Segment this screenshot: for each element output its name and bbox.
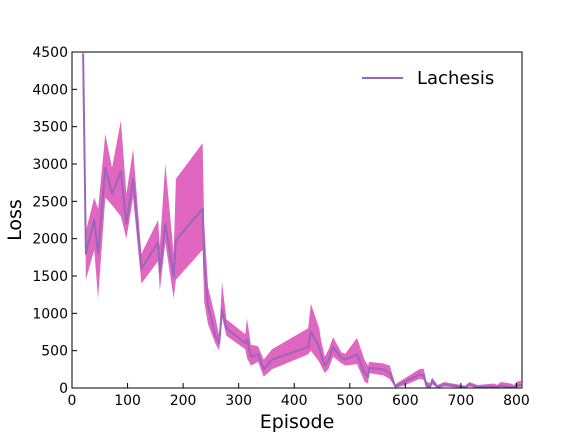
y-tick-label: 4000 [32, 82, 68, 98]
x-tick-label: 600 [392, 393, 419, 409]
series-line-0 [82, 53, 522, 388]
data-point [120, 170, 122, 173]
data-point [125, 223, 127, 225]
y-tick-label: 1500 [32, 269, 68, 285]
data-point [500, 385, 502, 387]
data-point [85, 253, 87, 255]
data-point [367, 376, 369, 378]
y-tick-label: 2000 [32, 232, 68, 248]
data-point [403, 381, 405, 383]
data-point [418, 374, 420, 376]
data-point [221, 309, 223, 311]
data-point [320, 353, 322, 355]
data-point [202, 208, 204, 210]
y-tick-label: 3000 [32, 157, 68, 173]
data-point [423, 374, 425, 376]
y-tick-label: 1000 [32, 306, 68, 322]
data-point [97, 253, 99, 255]
data-point [340, 357, 342, 359]
x-tick-label: 400 [281, 393, 308, 409]
y-tick-label: 2500 [32, 194, 68, 210]
legend-label: Lachesis [417, 68, 494, 89]
data-point [344, 359, 346, 361]
y-axis-title: Loss [4, 199, 26, 241]
x-tick-label: 500 [336, 393, 363, 409]
data-point [394, 385, 396, 388]
data-point [246, 338, 248, 341]
y-tick-label: 4500 [32, 45, 68, 61]
data-point [513, 386, 515, 388]
data-point [132, 178, 134, 180]
data-point [271, 359, 273, 361]
legend: Lachesis [362, 68, 494, 89]
data-point [218, 342, 220, 344]
data-point [93, 219, 95, 221]
data-point [244, 342, 246, 344]
data-point [257, 353, 259, 355]
data-point [104, 167, 106, 169]
data-point [175, 239, 177, 241]
x-tick-label: 700 [448, 393, 475, 409]
x-tick-label: 0 [68, 393, 77, 409]
data-point [468, 383, 470, 385]
series-band-0 [83, 52, 521, 388]
data-point [159, 271, 161, 273]
data-point [310, 331, 312, 333]
data-point [328, 359, 330, 361]
data-point [496, 386, 498, 388]
data-point [318, 346, 320, 348]
x-axis-title: Episode [260, 411, 335, 433]
data-point [164, 223, 166, 225]
data-point [225, 327, 227, 329]
data-point [250, 356, 252, 358]
y-tick-label: 500 [41, 344, 68, 360]
plot-area [82, 52, 522, 388]
data-point [382, 368, 384, 370]
data-point [356, 353, 358, 355]
data-point [324, 365, 326, 367]
data-point [429, 385, 431, 388]
x-tick-label: 800 [503, 393, 530, 409]
axes: 0 100 200 300 400 500 600 700 800 0 500 1000 1500 200… [4, 45, 530, 433]
plot-frame [71, 51, 523, 389]
x-tick-label: 200 [170, 393, 197, 409]
data-point [307, 346, 309, 348]
data-point [111, 193, 113, 195]
data-point [207, 305, 209, 307]
x-tick-label: 100 [114, 393, 141, 409]
data-point [214, 335, 216, 337]
y-tick-label: 0 [59, 381, 68, 397]
data-point [431, 379, 433, 382]
data-point [157, 241, 159, 243]
data-point [425, 385, 427, 387]
data-point [82, 52, 84, 55]
data-point [368, 367, 370, 369]
data-point [173, 275, 175, 277]
data-point [520, 384, 522, 386]
data-point [203, 260, 205, 262]
data-point [263, 368, 265, 370]
y-tick-label: 3500 [32, 120, 68, 136]
data-point [140, 267, 142, 270]
data-point [493, 385, 495, 388]
data-point [332, 346, 334, 348]
x-tick-label: 300 [225, 393, 252, 409]
data-point [443, 383, 445, 385]
data-point [389, 372, 391, 374]
data-point [364, 372, 366, 374]
plot-content [82, 52, 522, 388]
